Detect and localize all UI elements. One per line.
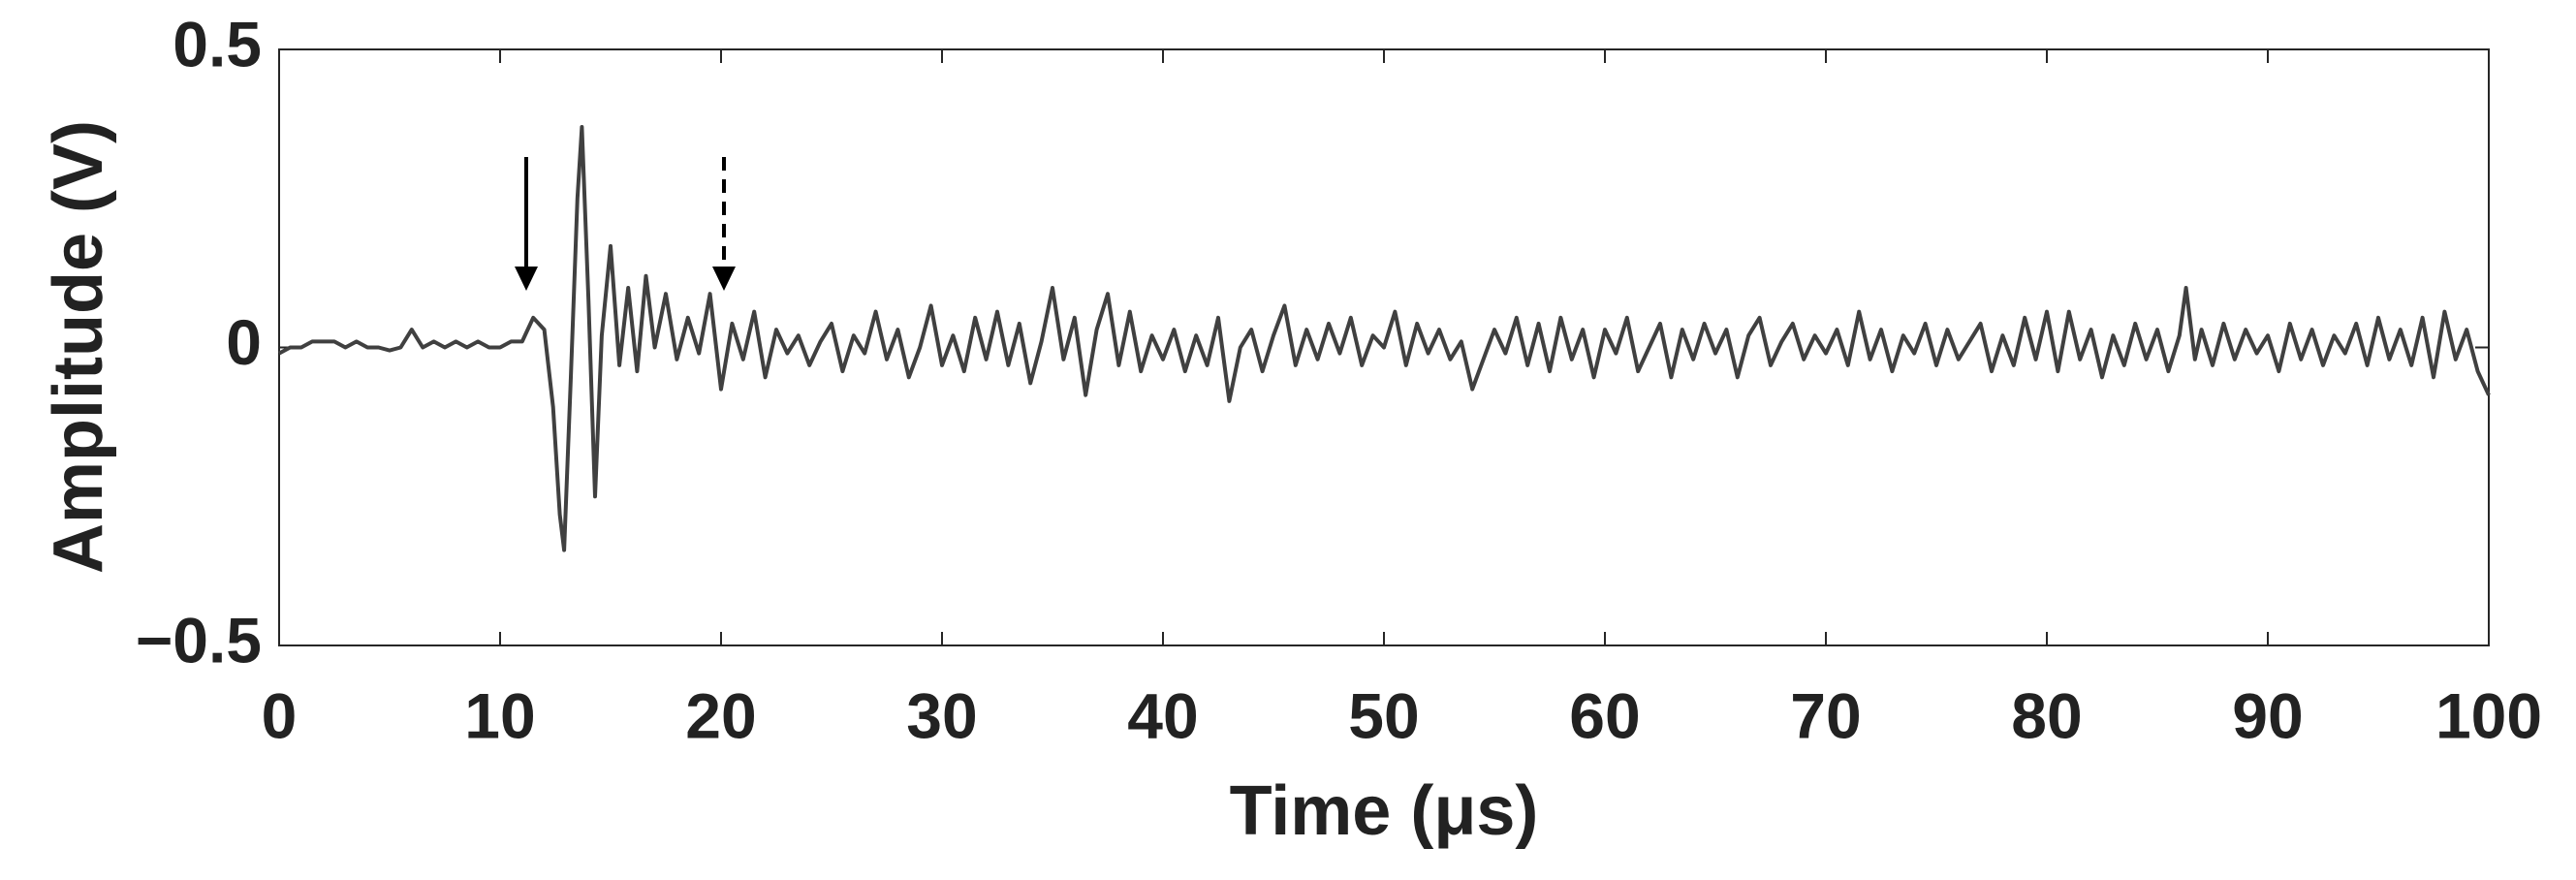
x-tick-label: 20	[685, 679, 756, 751]
y-tick-label: 0	[226, 306, 262, 378]
x-tick-label: 70	[1790, 679, 1861, 751]
x-tick-label: 0	[262, 679, 298, 751]
signal-line	[278, 125, 2491, 552]
x-tick-label: 60	[1569, 679, 1640, 751]
x-tick-label: 90	[2232, 679, 2303, 751]
y-tick-label: 0.5	[173, 8, 262, 79]
x-axis-label: Time (μs)	[1230, 772, 1539, 850]
x-tick-label: 50	[1348, 679, 1419, 751]
y-axis-label: Amplitude (V)	[40, 120, 117, 574]
x-tick-label: 30	[906, 679, 977, 751]
x-tick-label: 80	[2011, 679, 2082, 751]
x-tick-label: 10	[464, 679, 535, 751]
x-tick-label: 40	[1127, 679, 1198, 751]
arrow-solid	[515, 157, 538, 291]
y-tick-label: −0.5	[136, 604, 262, 676]
arrow-dashed	[712, 157, 736, 291]
x-tick-label: 100	[2435, 679, 2542, 751]
